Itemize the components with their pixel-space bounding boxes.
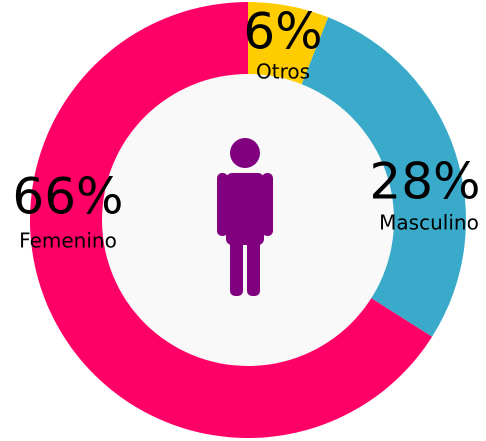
value-label: 6%	[243, 3, 322, 61]
category-label: Masculino	[379, 211, 479, 235]
value-label: 66%	[12, 168, 123, 226]
category-label: Otros	[256, 60, 310, 84]
labels: 6%Otros 28%Masculino 66% Femenino	[12, 3, 480, 253]
person-icon	[217, 138, 273, 296]
category-label: Femenino	[19, 229, 117, 253]
value-label: 28%	[369, 153, 480, 211]
